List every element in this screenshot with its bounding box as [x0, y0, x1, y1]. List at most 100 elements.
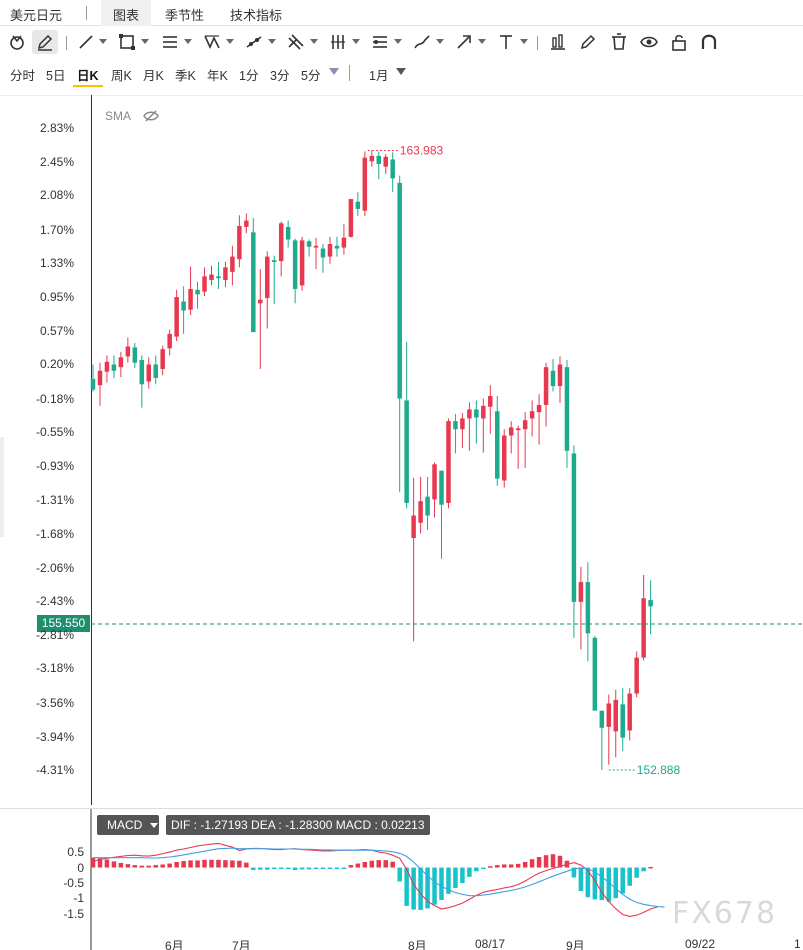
macd-histogram-bar: [515, 863, 521, 868]
low-price-label: 152.888: [637, 763, 681, 777]
macd-histogram-bar: [320, 867, 326, 870]
macd-histogram-bar: [348, 865, 354, 868]
candle-body: [111, 364, 117, 371]
candle-body: [230, 256, 235, 272]
candle-body: [104, 361, 110, 372]
range-chevron-down-icon[interactable]: [396, 68, 406, 75]
y-axis-label: -1.68%: [35, 526, 74, 541]
period-daily[interactable]: 日K: [77, 69, 99, 83]
macd-histogram-bar: [495, 865, 500, 868]
macd-histogram-bar: [125, 864, 131, 868]
candle-body: [223, 267, 228, 280]
toolbar-divider: [537, 36, 538, 50]
period-monthly[interactable]: 月K: [143, 69, 164, 83]
arrow-icon[interactable]: [451, 30, 477, 54]
chevron-down-icon[interactable]: [99, 39, 107, 44]
macd-histogram-bar: [132, 865, 138, 868]
eye-icon[interactable]: [636, 30, 662, 54]
active-period-underline: [73, 85, 103, 87]
macd-histogram-bar: [167, 863, 172, 868]
period-1min[interactable]: 1分: [239, 69, 259, 83]
fibonacci-icon[interactable]: [157, 30, 183, 54]
period-3min[interactable]: 3分: [270, 69, 290, 83]
chevron-down-icon[interactable]: [268, 39, 276, 44]
rectangle-icon[interactable]: [114, 30, 140, 54]
indicator-icon[interactable]: [545, 30, 571, 54]
tab-technical-indicators[interactable]: 技术指标: [230, 8, 283, 23]
side-panel-handle[interactable]: [0, 437, 4, 537]
line-icon[interactable]: [73, 30, 99, 54]
magnet-snap-icon[interactable]: [696, 30, 722, 54]
candle-body: [501, 435, 507, 481]
macd-indicator-select[interactable]: MACD: [97, 815, 159, 835]
macd-histogram-bar: [641, 867, 646, 872]
tab-chart[interactable]: 图表: [113, 8, 140, 23]
sma-indicator-label[interactable]: SMA: [105, 109, 132, 123]
candle-body: [299, 240, 305, 286]
bars-icon[interactable]: [325, 30, 351, 54]
period-yearly[interactable]: 年K: [207, 69, 228, 83]
macd-dea-line: [93, 847, 665, 908]
hidden-eye-icon[interactable]: [143, 109, 159, 123]
ray-icon[interactable]: [241, 30, 267, 54]
x-axis-label: 1: [794, 937, 801, 950]
macd-histogram-bar: [599, 867, 605, 900]
period-intraday[interactable]: 分时: [10, 69, 36, 83]
magnet-icon[interactable]: [4, 30, 30, 54]
price-chart-area[interactable]: [0, 95, 803, 805]
period-5min[interactable]: 5分: [301, 69, 321, 83]
pencil-icon[interactable]: [32, 30, 58, 54]
candle-body: [432, 464, 437, 500]
candle-body: [160, 349, 165, 369]
chevron-down-icon[interactable]: [520, 39, 528, 44]
chevron-down-icon[interactable]: [478, 39, 486, 44]
parallel-lines-icon[interactable]: [367, 30, 393, 54]
macd-histogram-bar: [383, 860, 388, 868]
candle-body: [167, 333, 172, 349]
macd-histogram-bar: [376, 860, 382, 868]
chevron-down-icon[interactable]: [394, 39, 402, 44]
edit-icon[interactable]: [575, 30, 601, 54]
dea-value: -1.28300: [285, 818, 333, 832]
macd-histogram-bar: [188, 860, 193, 868]
period-5day[interactable]: 5日: [46, 69, 66, 83]
tab-seasonality[interactable]: 季节性: [165, 8, 205, 23]
macd-histogram-bar: [411, 867, 416, 910]
y-axis-label: -2.81%: [35, 628, 74, 643]
chevron-down-icon[interactable]: [150, 823, 158, 828]
y-axis-label: -0.18%: [35, 391, 74, 406]
x-axis-label: 08/17: [475, 937, 506, 950]
period-quarterly[interactable]: 季K: [175, 69, 196, 83]
trash-icon[interactable]: [606, 30, 632, 54]
macd-histogram-bar: [453, 867, 458, 888]
candle-body: [543, 367, 549, 405]
dif-prefix: DIF :: [171, 818, 201, 832]
macd-dif-line: [92, 842, 658, 917]
macd-histogram-bar: [104, 859, 110, 868]
chevron-down-icon[interactable]: [352, 39, 360, 44]
macd-histogram-bar: [271, 867, 277, 870]
macd-panel[interactable]: [0, 808, 803, 950]
chevron-down-icon[interactable]: [184, 39, 192, 44]
lock-icon[interactable]: [666, 30, 692, 54]
pattern-icon[interactable]: [199, 30, 225, 54]
chevron-down-icon[interactable]: [226, 39, 234, 44]
chevron-down-icon[interactable]: [310, 39, 318, 44]
chevron-down-icon[interactable]: [141, 39, 149, 44]
candle-body: [132, 347, 138, 363]
range-select[interactable]: 1月: [369, 69, 389, 83]
x-axis-label: 09/22: [685, 937, 716, 950]
brush-icon[interactable]: [409, 30, 435, 54]
macd-histogram-bar: [306, 867, 312, 870]
candle-body: [355, 201, 361, 209]
chevron-down-icon[interactable]: [436, 39, 444, 44]
macd-histogram-bar: [97, 858, 103, 868]
more-periods-icon[interactable]: [329, 68, 339, 75]
macd-histogram-bar: [278, 867, 284, 870]
candle-body: [418, 501, 423, 523]
cross-lines-icon[interactable]: [283, 30, 309, 54]
macd-histogram-bar: [606, 867, 612, 902]
period-weekly[interactable]: 周K: [111, 69, 132, 83]
tab-chart-bg[interactable]: [101, 0, 151, 26]
text-icon[interactable]: [493, 30, 519, 54]
